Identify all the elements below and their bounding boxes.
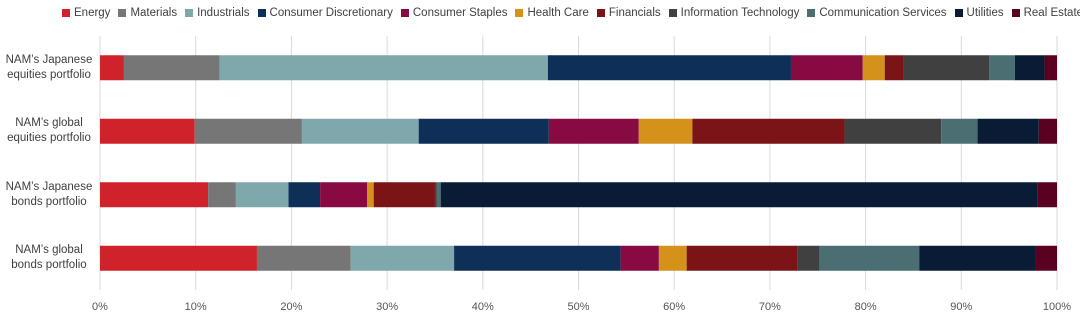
- bar-segment: [256, 245, 351, 271]
- legend-label: Information Technology: [680, 7, 800, 19]
- legend-item: Consumer Discretionary: [257, 7, 393, 19]
- legend-label: Consumer Discretionary: [269, 7, 393, 19]
- bar-segment: [989, 55, 1015, 81]
- bar-segment: [977, 118, 1039, 144]
- legend-label: Materials: [130, 7, 178, 19]
- legend-label: Utilities: [966, 7, 1004, 19]
- bar-segment: [440, 182, 1038, 208]
- bar-segment: [941, 118, 978, 144]
- bar-segment: [100, 118, 195, 144]
- bar-segment: [638, 118, 693, 144]
- bar-segment: [194, 118, 302, 144]
- bar-segment: [1035, 245, 1057, 271]
- x-tick-label: 40%: [472, 301, 494, 313]
- category-label: NAM’s Japanese bonds portfolio: [5, 180, 93, 208]
- legend-item: Real Estate: [1011, 7, 1080, 19]
- legend-item: Consumer Staples: [400, 7, 508, 19]
- bar-segment: [1014, 55, 1045, 81]
- legend-label: Energy: [74, 7, 111, 19]
- legend-label: Consumer Staples: [412, 7, 508, 19]
- legend-item: Industrials: [185, 7, 250, 19]
- bar-segment: [208, 182, 236, 208]
- x-tick-label: 80%: [855, 301, 877, 313]
- bar-segment: [692, 118, 845, 144]
- bar-segment: [235, 182, 289, 208]
- bar-segment: [1037, 182, 1057, 208]
- legend-item: Materials: [118, 7, 177, 19]
- legend-label: Communication Services: [819, 7, 947, 19]
- legend-swatch: [62, 9, 70, 17]
- x-tick-label: 60%: [663, 301, 685, 313]
- legend-swatch: [118, 9, 127, 17]
- bar-segment: [819, 245, 920, 271]
- bar-segment: [100, 245, 257, 271]
- x-tick-label: 30%: [376, 301, 398, 313]
- bar-segment: [418, 118, 549, 144]
- x-tick-label: 70%: [759, 301, 781, 313]
- legend-label: Health Care: [527, 7, 589, 19]
- bar-segment: [686, 245, 798, 271]
- x-tick-label: 90%: [950, 301, 972, 313]
- bar-segment: [367, 182, 374, 208]
- bar-segment: [373, 182, 435, 208]
- bar-segment: [790, 55, 863, 81]
- bar-segment: [288, 182, 321, 208]
- category-label: NAM’s global equities portfolio: [7, 117, 91, 145]
- legend-swatch: [954, 9, 963, 17]
- legend-item: Financials: [596, 7, 661, 19]
- bar-segment: [884, 55, 904, 81]
- bar-segment: [320, 182, 368, 208]
- legend-label: Financials: [608, 7, 661, 19]
- legend-item: Utilities: [954, 7, 1004, 19]
- category-label: NAM’s global bonds portfolio: [11, 244, 87, 272]
- bar-segment: [436, 182, 441, 208]
- bar-segment: [100, 55, 124, 81]
- legend-swatch: [596, 9, 605, 17]
- legend-swatch: [1011, 9, 1020, 17]
- bar-segment: [547, 55, 791, 81]
- legend-label: Real Estate: [1023, 7, 1080, 19]
- legend-swatch: [400, 9, 409, 17]
- bar-segment: [658, 245, 687, 271]
- bar-segment: [301, 118, 419, 144]
- x-tick-label: 10%: [185, 301, 207, 313]
- x-tick-label: 100%: [1043, 301, 1071, 313]
- bar-segment: [454, 245, 621, 271]
- legend-swatch: [515, 9, 524, 17]
- x-tick-label: 0%: [92, 301, 108, 313]
- bar-segment: [903, 55, 990, 81]
- bar-segment: [434, 182, 437, 208]
- legend-swatch: [807, 9, 816, 17]
- legend-item: Health Care: [515, 7, 589, 19]
- bar-segment: [219, 55, 548, 81]
- bar-segment: [1044, 55, 1057, 81]
- bar-segment: [350, 245, 455, 271]
- legend-item: Communication Services: [807, 7, 947, 19]
- legend-label: Industrials: [197, 7, 250, 19]
- bar-segment: [919, 245, 1036, 271]
- bar-segment: [1038, 118, 1057, 144]
- legend-item: Information Technology: [668, 7, 800, 19]
- legend-swatch: [185, 9, 194, 17]
- bar-segment: [844, 118, 942, 144]
- bar-segment: [620, 245, 659, 271]
- legend: Energy Materials Industrials Consumer Discr…: [62, 7, 1080, 19]
- bar-segment: [862, 55, 885, 81]
- category-label: NAM’s Japanese equities portfolio: [5, 53, 93, 81]
- legend-item: Energy: [62, 7, 110, 19]
- legend-swatch: [257, 9, 266, 17]
- x-tick-label: 20%: [280, 301, 302, 313]
- bar-segment: [123, 55, 220, 81]
- bar-segment: [100, 182, 209, 208]
- bar-segment: [797, 245, 820, 271]
- x-tick-label: 50%: [567, 301, 589, 313]
- bar-segment: [548, 118, 639, 144]
- legend-swatch: [668, 9, 677, 17]
